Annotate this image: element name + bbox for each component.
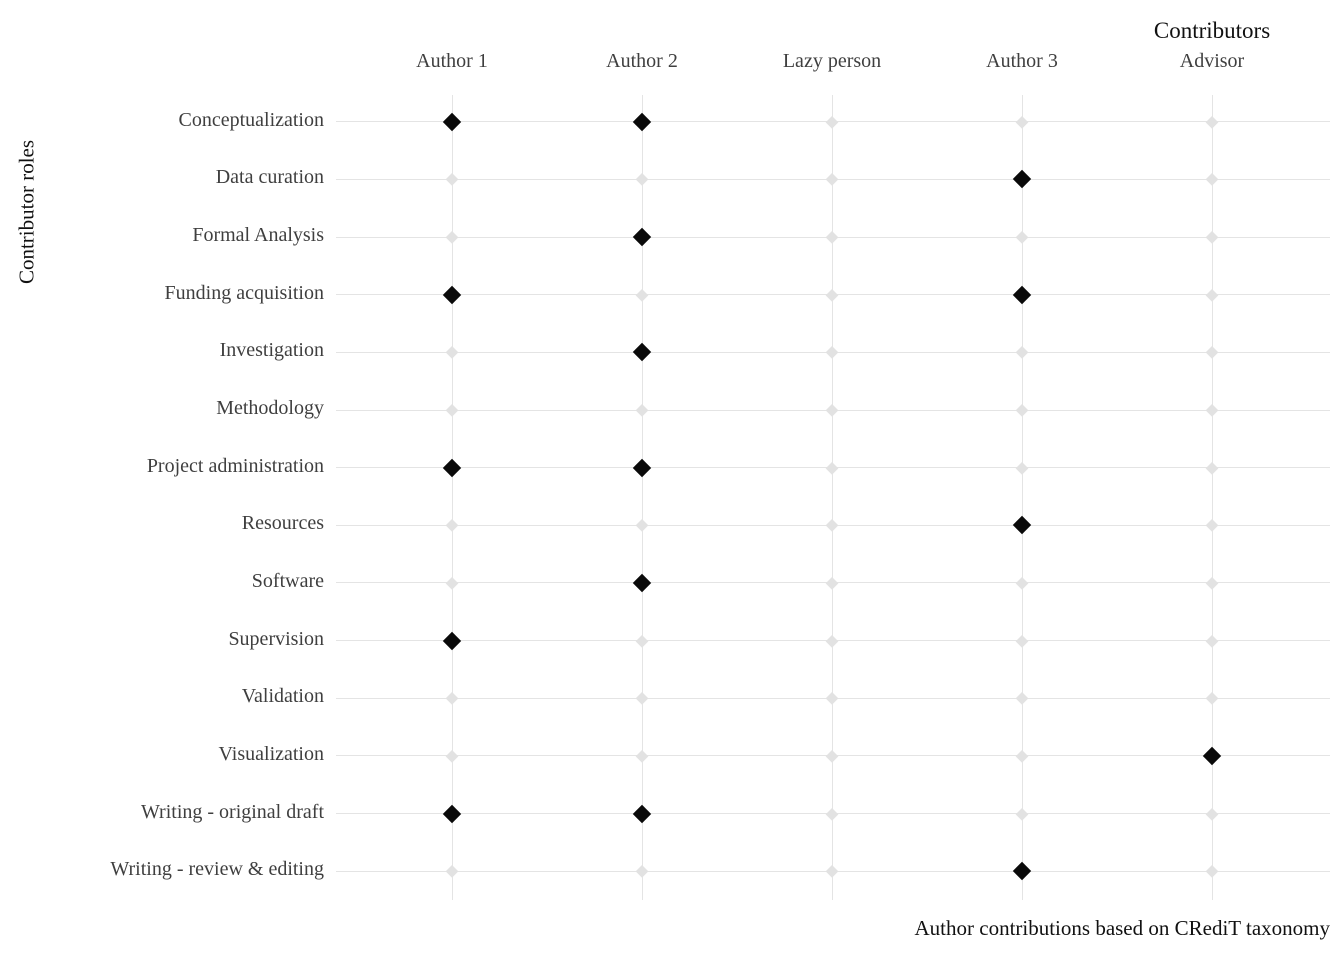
contribution-marker-empty bbox=[445, 865, 459, 878]
contribution-marker-empty bbox=[1015, 634, 1029, 647]
contribution-marker-empty bbox=[1015, 461, 1029, 474]
contribution-marker-filled bbox=[1012, 285, 1032, 304]
row-label: Writing - review & editing bbox=[110, 858, 324, 881]
contribution-marker-empty bbox=[1205, 634, 1219, 647]
contribution-marker-filled bbox=[632, 343, 652, 362]
gridline-vertical bbox=[1211, 95, 1213, 900]
row-label: Conceptualization bbox=[178, 108, 324, 131]
contribution-marker-empty bbox=[635, 749, 649, 762]
contribution-marker-empty bbox=[1015, 346, 1029, 359]
contribution-marker-empty bbox=[1015, 749, 1029, 762]
gridline-vertical bbox=[641, 95, 643, 900]
contribution-marker-empty bbox=[1205, 288, 1219, 301]
contribution-marker-empty bbox=[825, 404, 839, 417]
row-label: Formal Analysis bbox=[192, 224, 324, 247]
contribution-marker-filled bbox=[1012, 516, 1032, 535]
contribution-marker-empty bbox=[635, 288, 649, 301]
row-label: Data curation bbox=[215, 166, 324, 189]
contribution-marker-empty bbox=[825, 173, 839, 186]
contribution-marker-empty bbox=[445, 749, 459, 762]
contribution-marker-filled bbox=[442, 112, 462, 132]
contribution-marker-filled bbox=[442, 804, 462, 823]
contribution-marker-empty bbox=[445, 231, 459, 244]
contribution-marker-empty bbox=[1205, 519, 1219, 532]
row-label: Software bbox=[251, 569, 324, 592]
contribution-marker-empty bbox=[825, 288, 839, 301]
row-label: Investigation bbox=[219, 339, 324, 362]
contribution-marker-filled bbox=[1012, 170, 1032, 189]
column-label: Advisor bbox=[1179, 50, 1245, 72]
contribution-marker-empty bbox=[635, 519, 649, 532]
contribution-marker-empty bbox=[825, 576, 839, 589]
contribution-marker-empty bbox=[825, 346, 839, 359]
contribution-marker-filled bbox=[442, 285, 462, 304]
contribution-marker-empty bbox=[825, 807, 839, 820]
contribution-marker-empty bbox=[635, 173, 649, 186]
contribution-marker-filled bbox=[632, 227, 652, 247]
contribution-marker-filled bbox=[632, 458, 652, 477]
contribution-marker-empty bbox=[635, 692, 649, 705]
contribution-marker-filled bbox=[632, 573, 652, 593]
contribution-marker-empty bbox=[445, 346, 459, 359]
contribution-marker-empty bbox=[825, 865, 839, 878]
row-label: Supervision bbox=[228, 627, 324, 650]
contribution-marker-empty bbox=[445, 404, 459, 417]
contribution-marker-empty bbox=[635, 404, 649, 417]
contribution-marker-empty bbox=[1015, 692, 1029, 705]
column-label: Lazy person bbox=[782, 50, 882, 72]
contribution-marker-empty bbox=[1205, 346, 1219, 359]
contribution-marker-empty bbox=[1205, 231, 1219, 244]
row-label: Validation bbox=[241, 685, 324, 708]
contribution-marker-empty bbox=[1205, 173, 1219, 186]
contribution-marker-empty bbox=[1015, 404, 1029, 417]
gridline-vertical bbox=[1021, 95, 1023, 900]
contribution-marker-filled bbox=[442, 458, 462, 477]
contribution-marker-empty bbox=[825, 634, 839, 647]
contribution-marker-empty bbox=[1205, 461, 1219, 474]
row-label: Visualization bbox=[218, 742, 324, 765]
contribution-marker-empty bbox=[1205, 404, 1219, 417]
column-label: Author 2 bbox=[606, 50, 678, 72]
contribution-marker-empty bbox=[825, 461, 839, 474]
contribution-marker-empty bbox=[825, 519, 839, 532]
row-label: Methodology bbox=[216, 397, 324, 420]
x-axis-title: Contributors bbox=[1153, 18, 1271, 43]
contribution-marker-empty bbox=[445, 692, 459, 705]
contribution-marker-empty bbox=[825, 692, 839, 705]
row-label: Project administration bbox=[146, 454, 324, 477]
contribution-marker-empty bbox=[1205, 576, 1219, 589]
contribution-marker-filled bbox=[1202, 746, 1222, 766]
contribution-marker-empty bbox=[1205, 865, 1219, 878]
row-label: Funding acquisition bbox=[164, 281, 324, 304]
contribution-marker-empty bbox=[825, 115, 839, 128]
contribution-marker-filled bbox=[1012, 861, 1032, 881]
gridline-vertical bbox=[831, 95, 833, 900]
row-label: Writing - original draft bbox=[140, 800, 324, 823]
contribution-marker-empty bbox=[1205, 115, 1219, 128]
row-label: Resources bbox=[241, 512, 324, 535]
contribution-marker-filled bbox=[632, 804, 652, 823]
contribution-marker-empty bbox=[1015, 807, 1029, 820]
column-label: Author 3 bbox=[986, 50, 1058, 72]
contribution-marker-empty bbox=[825, 749, 839, 762]
contribution-marker-filled bbox=[632, 112, 652, 132]
column-label: Author 1 bbox=[416, 50, 488, 72]
contribution-marker-empty bbox=[825, 231, 839, 244]
contribution-marker-empty bbox=[635, 634, 649, 647]
contribution-marker-empty bbox=[445, 173, 459, 186]
gridline-vertical bbox=[451, 95, 453, 900]
contribution-marker-filled bbox=[442, 631, 462, 650]
contribution-marker-empty bbox=[1015, 115, 1029, 128]
contribution-marker-empty bbox=[445, 519, 459, 532]
contribution-marker-empty bbox=[1205, 807, 1219, 820]
contribution-marker-empty bbox=[1015, 231, 1029, 244]
chart-caption: Author contributions based on CRediT tax… bbox=[914, 916, 1331, 940]
contribution-marker-empty bbox=[635, 865, 649, 878]
contribution-marker-empty bbox=[1015, 576, 1029, 589]
contribution-marker-empty bbox=[1205, 692, 1219, 705]
contribution-marker-empty bbox=[445, 576, 459, 589]
